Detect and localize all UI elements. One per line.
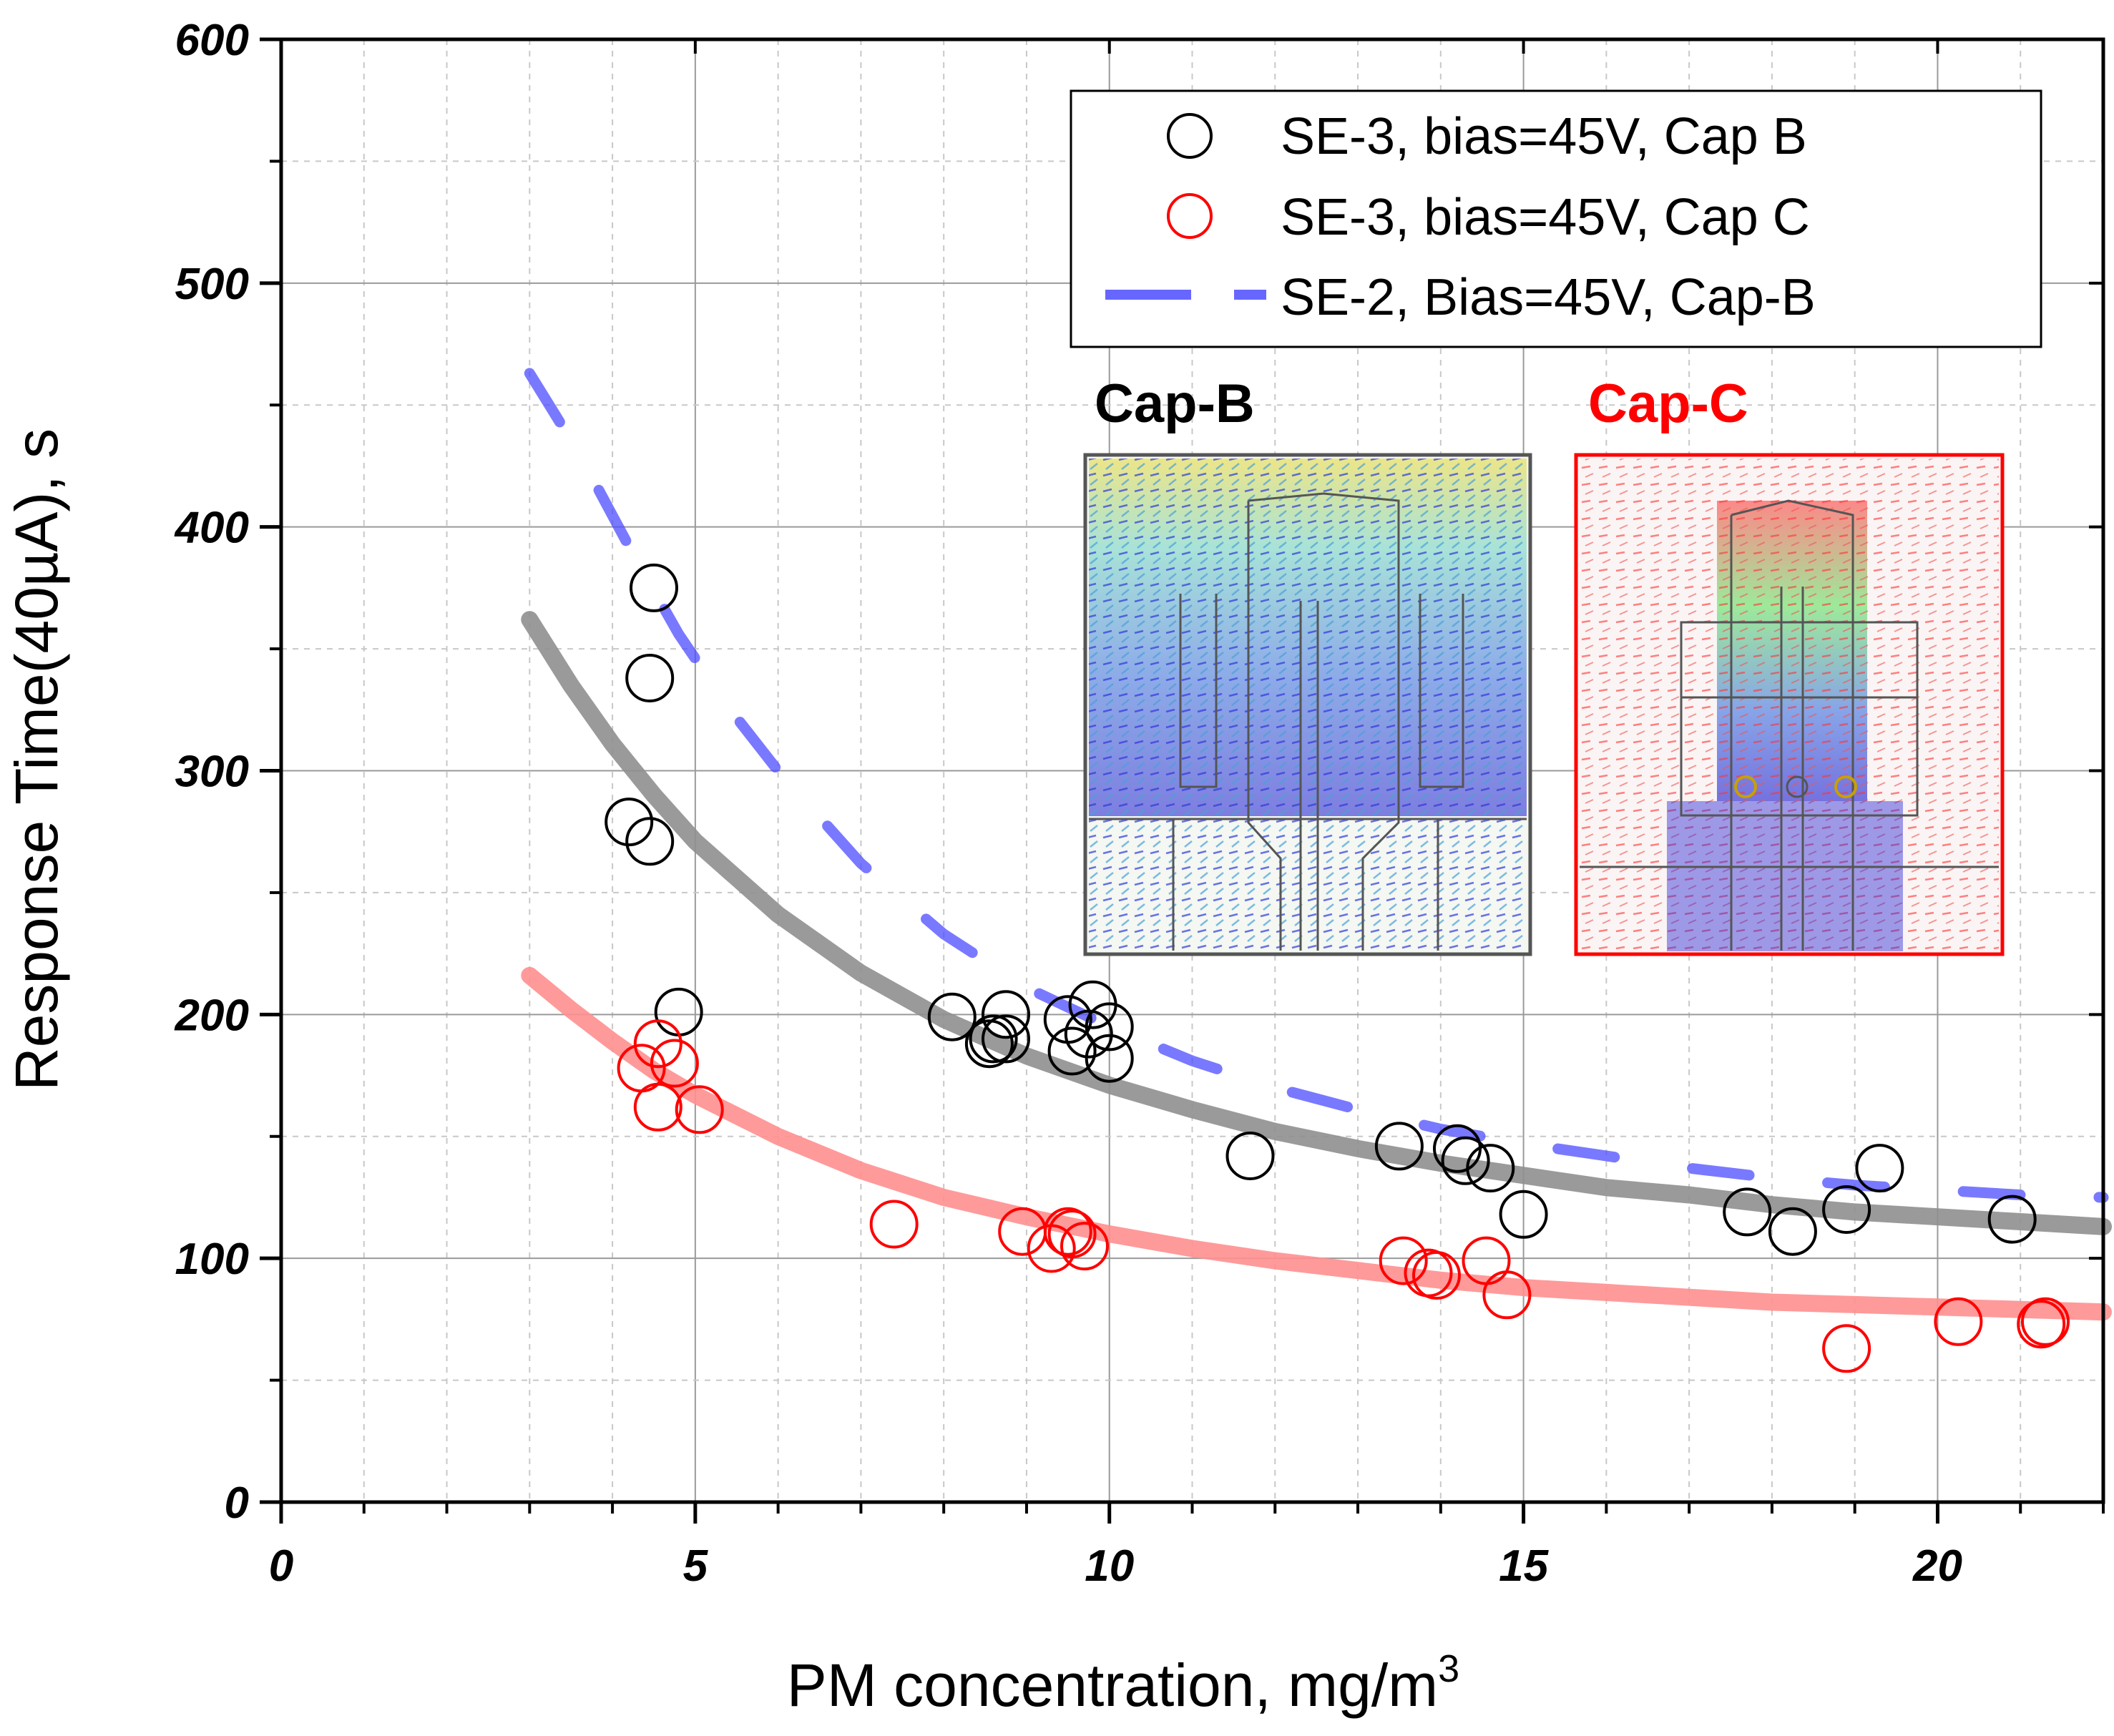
y-tick-label: 500 [175,260,249,309]
inset-cap-c-lower-flow [1667,801,1903,951]
data-point-series0-9 [982,990,1030,1039]
data-point-series1-2 [633,1082,682,1132]
inset-cap-b: Cap-B [1083,373,1532,956]
y-tick-label: 200 [175,991,249,1040]
inset-cap-b-title: Cap-B [1095,373,1255,434]
data-point-series1-18 [2017,1300,2066,1349]
x-tick-label: 5 [683,1541,709,1591]
inset-cap-c: Cap-C [1574,373,2005,956]
inset-cap-c-flow-texture [1580,458,1999,951]
x-tick-label: 0 [269,1541,293,1591]
data-point-series0-19 [1441,1136,1490,1185]
legend-label-cap-c: SE-3, bias=45V, Cap C [1281,189,1810,246]
data-point-series1-13 [1412,1251,1461,1300]
data-point-series1-10 [1060,1222,1109,1271]
legend-box [1070,89,2042,348]
data-point-series0-6 [969,1014,1018,1064]
x-axis-title: PM concentration, mg/m3 [787,1647,1459,1719]
data-point-series0-24 [1822,1185,1871,1234]
inset-cap-b-geometry [1089,492,1527,951]
data-point-series0-8 [982,1014,1030,1064]
data-point-series1-8 [1047,1210,1097,1259]
data-point-series1-9 [1043,1207,1092,1256]
y-tick-label: 300 [175,747,249,797]
data-point-series0-5 [927,992,977,1041]
data-point-series1-3 [650,1039,699,1088]
fit-curve-3 [521,611,2112,1235]
data-point-series0-17 [1374,1122,1424,1171]
y-tick-label: 400 [174,504,249,553]
legend-label-se2: SE-2, Bias=45V, Cap-B [1281,269,1816,326]
legend-symbol-cap-b [1167,113,1213,159]
legend-symbol-cap-c [1167,193,1213,239]
data-point-series1-17 [1934,1297,1983,1346]
x-tick-label: 10 [1085,1541,1134,1591]
inset-cap-c-geometry [1580,499,1999,951]
data-point-series0-16 [1225,1132,1275,1180]
data-point-series0-14 [1085,1034,1134,1083]
scatter-points [605,563,2070,1373]
data-point-series0-11 [1047,1026,1097,1076]
y-tick-label: 0 [225,1478,249,1528]
data-point-series0-7 [964,1019,1014,1069]
data-point-series0-1 [625,654,675,702]
x-tick-label: 15 [1499,1541,1549,1591]
data-point-series1-19 [2021,1297,2070,1346]
data-point-series0-2 [605,798,654,847]
fit-curve-4 [521,966,2112,1321]
legend: SE-3, bias=45V, Cap B SE-3, bias=45V, Ca… [1070,89,2042,348]
data-point-series0-20 [1466,1144,1515,1193]
inset-cap-c-title: Cap-C [1588,373,1748,434]
inset-cap-c-marker-left [1734,775,1757,798]
inset-cap-c-marker-mid [1786,775,1809,798]
y-tick-label: 100 [175,1235,249,1284]
inset-cap-c-marker-right [1834,775,1857,798]
data-point-series0-23 [1768,1207,1817,1256]
data-point-series1-5 [869,1200,919,1249]
data-point-series0-25 [1855,1144,1904,1193]
data-point-series1-11 [1379,1236,1428,1285]
y-tick-label: 600 [175,16,249,65]
data-point-series1-16 [1822,1324,1871,1373]
data-point-series1-1 [633,1019,682,1069]
data-point-series0-0 [630,563,678,612]
x-tick-label: 20 [1912,1541,1962,1591]
data-point-series0-26 [1987,1195,2037,1244]
fit-curves [521,611,2112,1321]
data-point-series1-15 [1482,1270,1532,1320]
data-point-series1-4 [675,1085,724,1134]
data-point-series0-3 [625,817,675,866]
y-axis-title: Response Time(40µA), s [3,428,70,1091]
data-point-series0-22 [1723,1187,1772,1237]
legend-label-cap-b: SE-3, bias=45V, Cap B [1281,108,1807,165]
data-point-series0-21 [1499,1190,1548,1239]
inset-cap-b-flow-texture [1089,458,1527,951]
data-point-series0-12 [1064,1009,1113,1059]
data-point-series0-15 [1085,1002,1134,1051]
